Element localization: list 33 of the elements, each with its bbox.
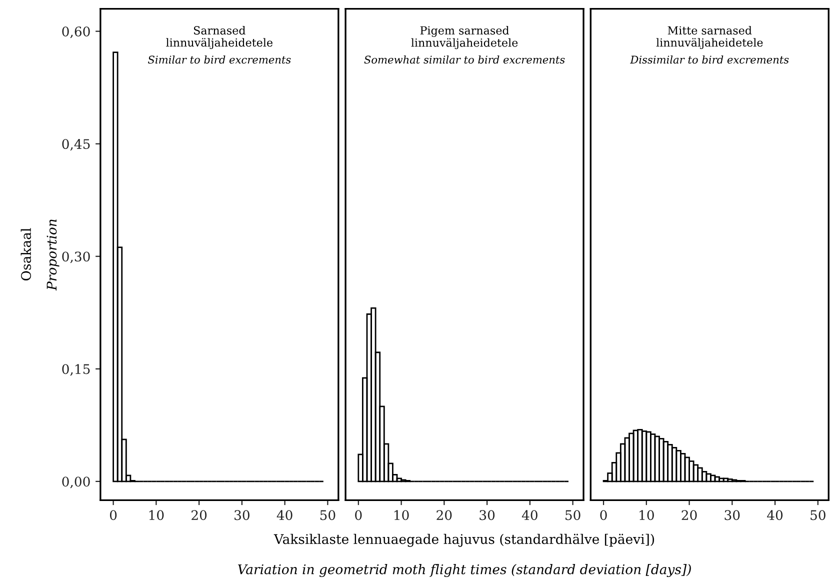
text: Sarnased linnuväljaheidetele: [166, 26, 272, 49]
x-tick-label: 10: [394, 510, 409, 520]
text: Somewhat similar to bird excrements: [364, 55, 565, 64]
text: Dissimilar to bird excrements: [630, 55, 789, 64]
y2-axis-title: Proportion: [46, 220, 60, 291]
x-tick-label: 40: [276, 510, 292, 520]
x-tick-label: 30: [234, 510, 250, 520]
y-tick-label: 0,15: [62, 364, 90, 376]
x-tick-label: 50: [810, 510, 826, 520]
y-axis-title: Osakaal: [20, 228, 32, 280]
x-tick-label: 0: [355, 510, 362, 520]
text: Similar to bird excrements: [148, 55, 291, 64]
x-tick-label: 50: [320, 510, 336, 520]
x2-axis-title: Variation in geometrid moth flight times (standard deviation [days]): [238, 564, 691, 578]
y-tick-label: 0,00: [62, 476, 90, 488]
y-tick-label: 0,45: [62, 139, 90, 151]
x-axis-title: Vaksiklaste lennuaegade hajuvus (standardhälve [päevi]): [274, 534, 654, 547]
text: Mitte sarnased linnuväljaheidetele: [656, 26, 763, 49]
x-tick-label: 40: [767, 510, 783, 520]
y-tick-label: 0,60: [62, 26, 90, 38]
x-tick-label: 30: [480, 510, 495, 520]
x-tick-label: 40: [522, 510, 538, 520]
x-tick-label: 20: [682, 510, 697, 520]
x-tick-label: 0: [110, 510, 117, 520]
x-tick-label: 0: [600, 510, 607, 520]
x-tick-label: 10: [640, 510, 654, 520]
text: Pigem sarnased linnuväljaheidetele: [411, 26, 518, 50]
x-tick-label: 50: [566, 510, 580, 520]
x-tick-label: 30: [724, 510, 740, 520]
x-tick-label: 20: [192, 510, 207, 520]
y-tick-label: 0,30: [62, 252, 90, 264]
x-tick-label: 20: [436, 510, 452, 520]
x-tick-label: 10: [149, 510, 164, 520]
